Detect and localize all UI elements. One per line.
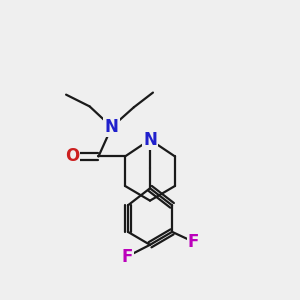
Text: N: N [105,118,119,136]
Text: F: F [188,233,199,251]
Text: O: O [65,148,79,166]
Text: N: N [143,131,157,149]
Text: F: F [121,248,133,266]
